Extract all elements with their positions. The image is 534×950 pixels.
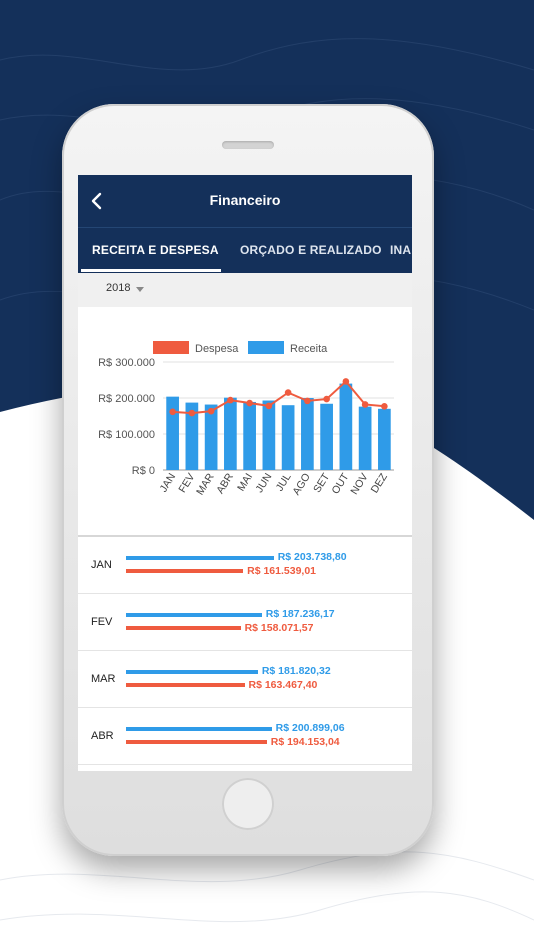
point-despesa-fev [188,409,196,417]
bar-receita-nov [358,406,372,470]
point-despesa-jun [265,402,273,410]
home-button[interactable] [222,778,274,830]
x-tick-label: SET [311,471,332,495]
tab-bar: RECEITA E DESPESA ORÇADO E REALIZADO INA [78,227,412,274]
point-despesa-mai [246,399,253,407]
point-despesa-mar [207,407,215,415]
month-row-mar: MAR R$ 181.820,32 R$ 163.467,40 [78,651,412,708]
tab-receita-despesa[interactable]: RECEITA E DESPESA [92,243,219,257]
tab-active-indicator [81,269,221,272]
receita-value: R$ 200.899,06 [275,722,345,734]
month-label: JAN [91,559,112,571]
bar-receita-abr [224,397,237,470]
y-tick-label: R$ 0 [132,465,155,477]
despesa-bar [126,740,267,744]
month-row-abr: ABR R$ 200.899,06 R$ 194.153,04 [78,708,412,765]
year-selector[interactable]: 2018 [78,273,412,307]
despesa-bar [126,683,245,687]
y-tick-label: R$ 200.000 [98,393,155,405]
legend-swatch-despesa [153,341,189,354]
phone-speaker [222,141,274,149]
x-tick-label: AGO [290,471,313,497]
revenue-expense-chart: Despesa Receita R$ 0 R$ 100.000 R$ 200.000 R$… [98,341,394,498]
x-tick-label: NOV [348,471,370,497]
bar-receita-mai [243,401,256,470]
receita-bar [126,727,272,731]
receita-value: R$ 187.236,17 [265,608,335,620]
point-despesa-nov [361,401,369,408]
bar-receita-jan [166,396,179,470]
page-title: Financeiro [209,192,281,208]
receita-bar [126,556,274,560]
despesa-value: R$ 158.071,57 [244,622,314,634]
point-despesa-jul [284,389,292,396]
receita-bar [126,613,262,617]
month-row-jan: JAN R$ 203.738,80 R$ 161.539,01 [78,537,412,594]
point-despesa-ago [304,397,311,405]
receita-value: R$ 203.738,80 [277,551,347,563]
bar-receita-fev [185,402,199,470]
receita-bar [126,670,258,674]
point-despesa-abr [227,396,234,404]
x-tick-label: MAI [235,471,255,493]
year-value: 2018 [106,282,131,294]
bar-receita-ago [301,398,314,470]
tab-inadimplencia[interactable]: INA [390,243,412,257]
bar-receita-mar [204,404,218,470]
chevron-left-icon[interactable] [88,191,108,211]
legend-label-receita: Receita [290,343,328,355]
bar-receita-jun [262,400,276,470]
despesa-bar [126,626,241,630]
bar-receita-jul [281,405,295,470]
y-tick-label: R$ 100.000 [98,429,155,441]
tab-orcado-realizado[interactable]: ORÇADO E REALIZADO [240,243,382,257]
x-tick-label: JUN [253,471,274,495]
bar-receita-dez [378,408,391,470]
x-tick-label: MAR [194,471,217,498]
despesa-value: R$ 163.467,40 [248,679,318,691]
bar-receita-out [339,383,353,470]
x-tick-label: OUT [329,471,351,497]
despesa-value: R$ 194.153,04 [270,736,340,748]
y-tick-label: R$ 300.000 [98,357,155,369]
section-divider [78,535,412,537]
receita-value: R$ 181.820,32 [261,665,331,677]
caret-down-icon [136,287,144,292]
x-tick-label: JAN [157,471,178,494]
phone-frame: Financeiro RECEITA E DESPESA ORÇADO E RE… [62,104,434,856]
bar-receita-set [320,403,333,470]
point-despesa-set [323,395,330,403]
despesa-value: R$ 161.539,01 [247,565,317,577]
line-despesa [172,379,385,415]
x-tick-label: ABR [214,471,236,496]
month-label: MAR [91,673,116,685]
month-row-fev: FEV R$ 187.236,17 R$ 158.071,57 [78,594,412,651]
legend-label-despesa: Despesa [195,343,239,355]
despesa-bar [126,569,244,573]
app-screen: Financeiro RECEITA E DESPESA ORÇADO E RE… [78,175,412,771]
month-label: ABR [91,730,114,742]
app-header: Financeiro [78,175,412,227]
point-despesa-out [342,378,350,385]
legend-swatch-receita [248,341,284,354]
month-label: FEV [91,616,113,628]
x-tick-label: DEZ [369,471,391,496]
point-despesa-dez [381,402,388,410]
point-despesa-jan [169,408,176,416]
